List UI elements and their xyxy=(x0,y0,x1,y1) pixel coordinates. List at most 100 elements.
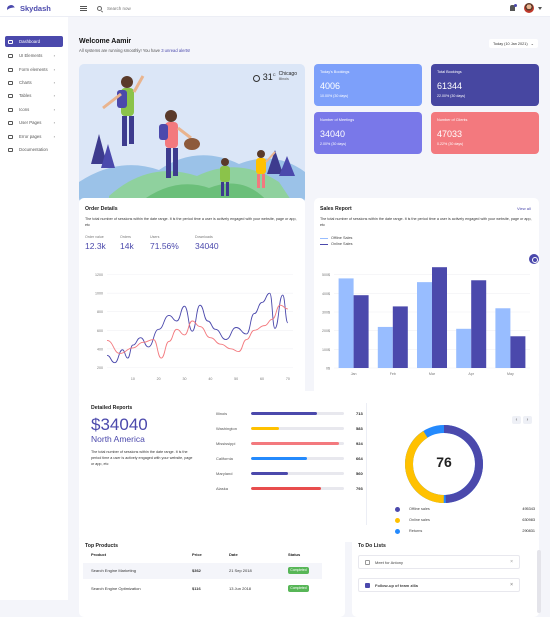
region-bar-track xyxy=(251,441,344,445)
table-row[interactable]: Search Engine Optimization $116 13 Jun 2… xyxy=(83,581,322,597)
region-bar-track xyxy=(251,486,344,490)
sidebar-item-tables[interactable]: Tables › xyxy=(5,90,63,101)
close-icon[interactable]: × xyxy=(510,582,513,588)
brand-logo[interactable]: Skydash xyxy=(7,4,72,13)
stat-label: Number of Meetings xyxy=(320,118,355,122)
sidebar-item-documentation[interactable]: Documentation xyxy=(5,144,63,155)
order-details-description: The total number of sessions within the … xyxy=(85,217,297,227)
y-tick-label: 200$ xyxy=(322,329,330,333)
column-header-price: Price xyxy=(192,552,202,557)
region-bar-fill xyxy=(251,426,279,430)
sidebar-item-icons[interactable]: Icons › xyxy=(5,104,63,115)
welcome-title: Welcome Aamir xyxy=(79,38,132,45)
legend-label: Online sales xyxy=(409,518,430,522)
product-date: 21 Sep 2018 xyxy=(229,568,252,573)
chart-icon xyxy=(8,80,13,85)
sidebar-item-label: Documentation xyxy=(19,147,48,152)
todo-checkbox[interactable] xyxy=(365,582,370,588)
search-input[interactable] xyxy=(107,5,187,11)
logo-icon xyxy=(7,4,17,12)
date-range-dropdown[interactable]: Today (10 Jan 2021) ⌄ xyxy=(489,39,538,48)
stat-card-total-bookings[interactable]: Total Bookings 61344 22.00% (30 days) xyxy=(431,64,539,106)
donut-legend-offline-sales: Offline sales 495343 xyxy=(395,505,535,513)
chevron-right-icon: › xyxy=(53,80,55,85)
sidebar-item-label: Dashboard xyxy=(19,39,41,44)
table-row[interactable]: Search Engine Marketing $362 21 Sep 2018… xyxy=(83,563,322,579)
x-tick-label: May xyxy=(507,372,514,376)
stat-label: Total Bookings xyxy=(437,70,462,74)
stat-change: 22.00% (30 days) xyxy=(437,94,466,98)
detailed-reports-title: Detailed Reports xyxy=(91,405,133,411)
prev-arrow-button[interactable]: ‹ xyxy=(512,416,521,424)
search-icon[interactable] xyxy=(97,5,102,11)
y-tick-label: 1200 xyxy=(95,273,103,277)
region-value: 713 xyxy=(356,410,363,416)
product-name: Search Engine Optimization xyxy=(91,586,141,591)
bar-mar-online xyxy=(432,267,447,368)
weather-location: Chicago Illinois xyxy=(279,72,297,82)
y-tick-label: 1000 xyxy=(95,292,103,296)
todo-scrollbar[interactable] xyxy=(537,550,541,613)
region-value: 793 xyxy=(356,485,363,491)
report-region: North America xyxy=(91,434,145,444)
legend-dot xyxy=(395,506,400,512)
sidebar-item-label: User Pages xyxy=(19,120,42,125)
sidebar-item-charts[interactable]: Charts › xyxy=(5,77,63,88)
stat-change: 10.00% (30 days) xyxy=(320,94,349,98)
stat-card-todays-bookings[interactable]: Today's Bookings 4006 10.00% (30 days) xyxy=(314,64,422,106)
close-icon[interactable]: × xyxy=(510,559,513,565)
sidebar-item-dashboard[interactable]: Dashboard xyxy=(5,36,63,47)
settings-fab-icon[interactable] xyxy=(529,254,539,264)
product-name: Search Engine Marketing xyxy=(91,568,136,573)
region-bar-track xyxy=(251,426,344,430)
legend-label: Online Sales xyxy=(331,242,353,246)
x-tick-label: 50 xyxy=(234,377,238,381)
product-price: $362 xyxy=(192,568,201,573)
metric-label: Order value xyxy=(85,235,104,239)
profile-dropdown-icon[interactable] xyxy=(538,6,542,10)
sidebar-item-error-pages[interactable]: Error pages › xyxy=(5,131,63,142)
x-tick-label: 70 xyxy=(286,377,290,381)
legend-label: Offline Sales xyxy=(331,236,353,240)
region-name: Illinois xyxy=(216,410,228,416)
sidebar-item-form-elements[interactable]: Form elements › xyxy=(5,64,63,75)
bar-jan-online xyxy=(353,295,369,368)
user-avatar[interactable] xyxy=(524,3,534,13)
chevron-right-icon: › xyxy=(53,53,55,58)
x-tick-label: 40 xyxy=(208,377,212,381)
sidebar-item-ui-elements[interactable]: UI Elements › xyxy=(5,50,63,61)
product-price: $116 xyxy=(192,586,201,591)
todo-item[interactable]: Meet for Antony × xyxy=(358,555,520,569)
report-description: The total number of sessions within the … xyxy=(91,450,193,466)
donut-legend-returns: Returns 290831 xyxy=(395,527,535,535)
region-row-illinois: Illinois 713 xyxy=(216,408,376,418)
legend-dot xyxy=(395,528,400,534)
y-tick-label: 400 xyxy=(97,347,103,351)
chevron-right-icon: › xyxy=(53,120,55,125)
report-amount: $34040 xyxy=(91,415,148,434)
stat-card-number-of-meetings[interactable]: Number of Meetings 34040 2.00% (30 days) xyxy=(314,112,422,154)
next-arrow-button[interactable]: › xyxy=(523,416,532,424)
menu-toggle-icon[interactable] xyxy=(80,5,87,11)
y-tick-label: 500$ xyxy=(322,273,330,277)
sidebar-item-user-pages[interactable]: User Pages › xyxy=(5,117,63,128)
unread-alerts-link[interactable]: 3 unread alerts! xyxy=(161,48,191,53)
dashboard-icon xyxy=(8,39,13,44)
column-header-date: Date xyxy=(229,552,238,557)
welcome-subtitle-text: All systems are running smoothly! You ha… xyxy=(79,48,161,53)
legend-label: Offline sales xyxy=(409,507,430,511)
chevron-right-icon: › xyxy=(53,93,55,98)
metric-value: 14k xyxy=(120,241,134,251)
chevron-right-icon: › xyxy=(53,134,55,139)
sales-donut-chart xyxy=(405,425,483,503)
todo-checkbox[interactable] xyxy=(365,559,370,565)
bar-apr-offline xyxy=(456,328,472,368)
stat-label: Today's Bookings xyxy=(320,70,350,74)
region-value: 583 xyxy=(356,425,363,431)
contact-icon xyxy=(8,107,13,112)
stat-card-number-of-clients[interactable]: Number of Clients 47033 0.22% (30 days) xyxy=(431,112,539,154)
view-all-link[interactable]: View all xyxy=(517,206,531,211)
top-navbar: Skydash xyxy=(0,0,550,17)
todo-item[interactable]: Follow-up of team zilla × xyxy=(358,578,520,592)
notification-bell-icon[interactable] xyxy=(510,4,517,11)
